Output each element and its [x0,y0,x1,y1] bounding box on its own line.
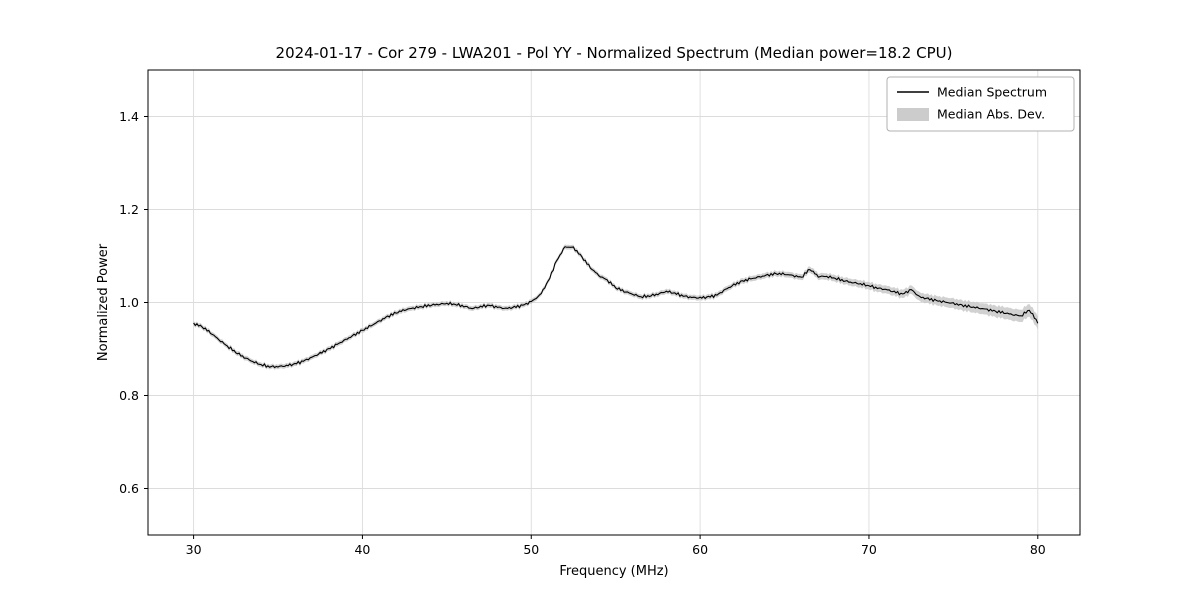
x-tick-label: 40 [354,542,370,557]
y-tick-label: 1.2 [119,202,139,217]
legend-patch-sample [897,108,929,121]
legend-label-median-spectrum: Median Spectrum [937,85,1047,100]
x-tick-label: 30 [186,542,202,557]
x-tick-label: 80 [1030,542,1046,557]
legend: Median Spectrum Median Abs. Dev. [886,76,1075,132]
y-tick-label: 0.8 [119,388,139,403]
tick-labels: 30 40 50 60 70 80 0.6 0.8 1.0 1.2 1.4 [119,109,1046,557]
x-axis-label: Frequency (MHz) [559,564,668,579]
y-tick-label: 0.6 [119,481,139,496]
median-spectrum-line [193,246,1039,369]
x-tick-label: 60 [692,542,708,557]
legend-box [886,76,1075,132]
x-tick-label: 50 [523,542,539,557]
x-tick-label: 70 [861,542,877,557]
y-axis-label: Normalized Power [96,243,111,361]
legend-label-mad: Median Abs. Dev. [937,107,1045,122]
chart-title: 2024-01-17 - Cor 279 - LWA201 - Pol YY -… [276,44,953,62]
y-tick-label: 1.4 [119,109,139,124]
tick-marks [144,116,1039,539]
y-tick-label: 1.0 [119,295,139,310]
mad-band [193,244,1038,370]
plot-content [193,244,1039,370]
